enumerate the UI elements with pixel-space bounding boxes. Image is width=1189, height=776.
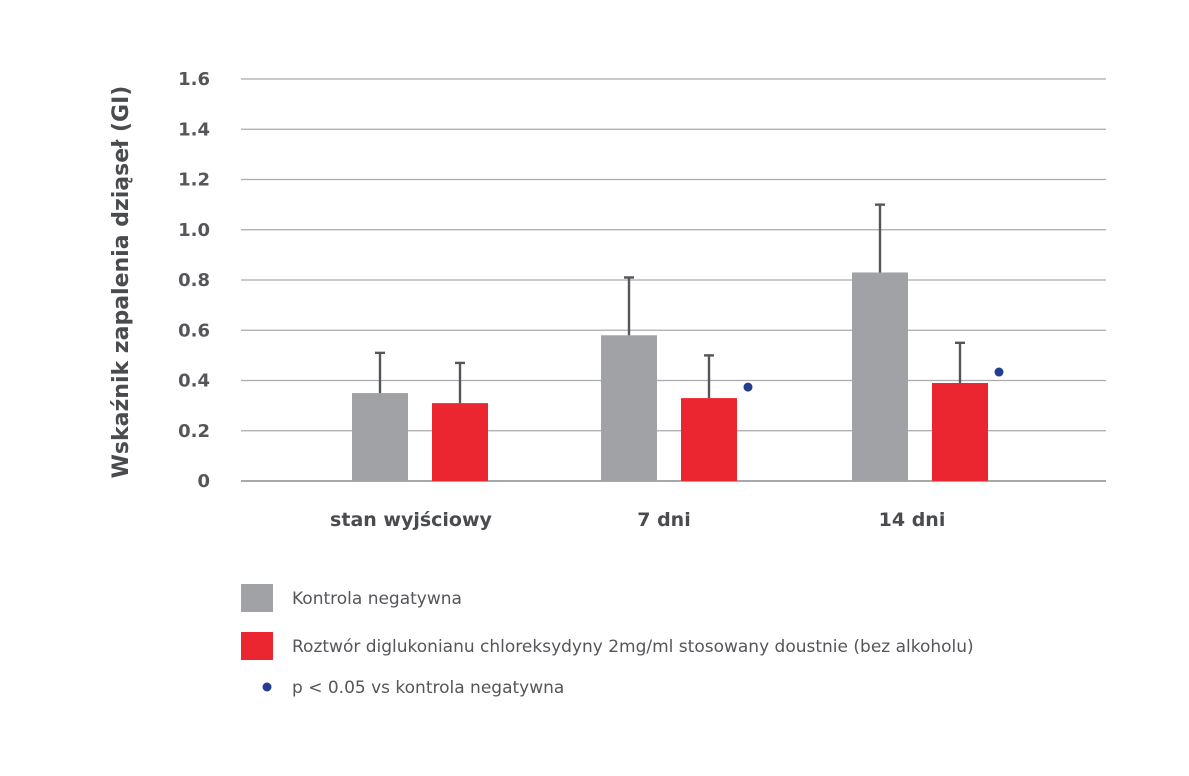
bar-series-1-1 [352,393,408,481]
error-bars [375,203,965,404]
bar-series-2-3 [932,383,988,481]
y-tick-label: 1.0 [178,220,210,241]
y-tick-label: 0 [197,471,210,492]
x-category-label: 7 dni [637,509,690,531]
legend-significance-marker [262,682,272,692]
y-tick-label: 0.2 [178,421,210,442]
y-axis-title: Wskaźnik zapalenia dziąseł (GI) [109,86,134,479]
bar-series-1-2 [601,335,657,481]
bar-series-2-1 [432,403,488,481]
bar-series-1-3 [852,272,908,481]
bar-series-2-2 [681,398,737,481]
x-category-labels: stan wyjściowy 7 dni 14 dni [330,509,945,531]
x-category-label: stan wyjściowy [330,509,492,531]
y-tick-label: 0.4 [178,371,210,392]
y-tick-label: 1.6 [178,69,210,90]
legend-label-2: Roztwór diglukonianu chloreksydyny 2mg/m… [292,637,974,657]
y-tick-label: 1.4 [178,119,210,140]
legend-swatch-2 [241,632,273,660]
y-tick-label: 1.2 [178,170,210,191]
legend-significance-label: p < 0.05 vs kontrola negatywna [292,678,564,698]
legend: Kontrola negatywna Roztwór diglukonianu c… [241,584,974,698]
significance-marker [994,367,1004,377]
legend-swatch-1 [241,584,273,612]
y-tick-label: 0.8 [178,270,210,291]
y-tick-labels: 0 0.2 0.4 0.6 0.8 1.0 1.2 1.4 1.6 [178,69,210,492]
y-tick-label: 0.6 [178,320,210,341]
significance-marker [743,382,753,392]
significance-markers [743,367,1004,392]
legend-label-1: Kontrola negatywna [292,589,462,609]
bars [352,272,988,481]
x-category-label: 14 dni [879,509,946,531]
